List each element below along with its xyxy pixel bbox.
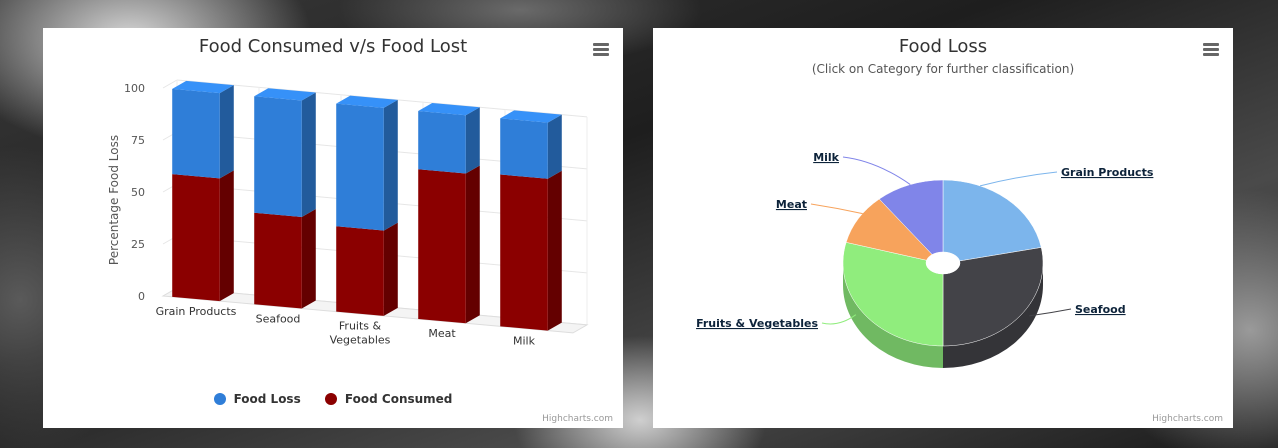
pie-side-walls — [843, 263, 1043, 368]
pie-label-connector — [842, 156, 911, 185]
pie-label-connector — [979, 171, 1058, 187]
pie-slice[interactable] — [942, 179, 1042, 262]
bar-side — [465, 165, 480, 324]
bar-chart-legend: Food Loss Food Consumed — [43, 392, 623, 408]
pie-label[interactable]: Meat — [776, 198, 807, 211]
bar-front — [172, 174, 220, 302]
bar-front — [336, 103, 384, 231]
bar-segment-food-loss — [418, 102, 480, 174]
pie-label-connector — [1029, 308, 1072, 317]
bar-front — [254, 212, 302, 309]
bar-segment-food-consumed — [336, 222, 398, 316]
bar-segment-food-loss — [500, 110, 562, 179]
bar-segment-food-consumed — [254, 208, 316, 309]
x-tick-label: Seafood — [256, 312, 301, 325]
pie-side — [843, 263, 943, 368]
x-tick-label: Meat — [428, 327, 456, 340]
bar-top — [254, 88, 316, 101]
bar-side — [547, 114, 562, 179]
bar-segment-food-consumed — [418, 165, 480, 324]
hamburger-menu-icon[interactable] — [593, 43, 609, 56]
bar-front — [500, 174, 548, 331]
pie-label-connector — [821, 314, 857, 325]
bar-side — [219, 170, 234, 302]
bar-side — [383, 222, 398, 316]
y-tick-label: 50 — [131, 186, 145, 199]
bar-side — [301, 92, 316, 217]
bar-side — [465, 107, 480, 174]
bar-top — [336, 95, 398, 108]
bar-side — [547, 170, 562, 331]
x-tick-label: Milk — [513, 334, 536, 347]
bar-side — [301, 208, 316, 309]
legend-item-food-loss[interactable]: Food Loss — [213, 392, 301, 406]
bar-segment-food-consumed — [500, 170, 562, 331]
bar-chart-panel: Food Consumed v/s Food Lost 0 25 50 75 100 Pe… — [43, 28, 623, 428]
x-tick-label: Fruits & — [339, 320, 382, 333]
bar-top — [500, 110, 562, 123]
bar-front — [418, 110, 466, 174]
y-axis-title: Percentage Food Loss — [107, 135, 121, 265]
bar-segment-food-loss — [172, 80, 234, 179]
pie-label-connector — [810, 203, 863, 215]
highcharts-credit[interactable]: Highcharts.com — [542, 414, 613, 424]
pie-side — [943, 263, 1043, 368]
pie-label[interactable]: Grain Products — [1061, 166, 1154, 179]
highcharts-credit[interactable]: Highcharts.com — [1152, 414, 1223, 424]
bar-segment-food-loss — [254, 88, 316, 217]
bar-side — [219, 85, 234, 179]
gridline-side — [162, 79, 178, 89]
pie-label[interactable]: Milk — [813, 151, 839, 164]
y-tick-label: 100 — [124, 82, 145, 95]
bar-front — [418, 169, 466, 324]
legend-dot-food-consumed-icon — [324, 393, 337, 405]
bar-front — [336, 226, 384, 316]
legend-label: Food Loss — [233, 392, 301, 406]
gridline — [176, 79, 588, 118]
pie-chart-panel: Food Loss (Click on Category for further… — [653, 28, 1233, 428]
bar-front — [500, 118, 548, 179]
pie-chart-subtitle: (Click on Category for further classific… — [811, 62, 1075, 76]
pie-chart-plot: Grain Products Seafood Fruits & Vegetables… — [696, 151, 1154, 368]
pie-slice[interactable] — [878, 179, 944, 255]
bar-top — [418, 102, 480, 116]
hamburger-menu-icon[interactable] — [1203, 43, 1219, 56]
pie-label[interactable]: Seafood — [1075, 303, 1126, 316]
y-tick-label: 25 — [131, 238, 145, 251]
bar-side — [383, 99, 398, 231]
bar-front — [254, 96, 302, 217]
y-tick-label: 75 — [131, 134, 145, 147]
bar-chart-plot: 0 25 50 75 100 Percentage Food Loss Grain Prod… — [107, 79, 589, 347]
pie-hole — [927, 256, 959, 274]
pie-chart-title: Food Loss — [898, 36, 988, 57]
x-tick-label: Vegetables — [330, 334, 391, 347]
bar-front — [172, 88, 220, 179]
legend-label: Food Consumed — [344, 392, 453, 406]
y-tick-label: 0 — [138, 290, 145, 303]
bar-segment-food-consumed — [172, 170, 234, 302]
pie-slice[interactable] — [845, 198, 933, 261]
x-tick-label: Grain Products — [156, 305, 237, 318]
pie-label[interactable]: Fruits & Vegetables — [696, 317, 818, 330]
bar-top — [172, 80, 234, 94]
bar-chart-title: Food Consumed v/s Food Lost — [198, 36, 468, 57]
legend-dot-food-loss-icon — [213, 393, 226, 405]
bar-segment-food-loss — [336, 95, 398, 231]
legend-item-food-consumed[interactable]: Food Consumed — [324, 392, 453, 406]
